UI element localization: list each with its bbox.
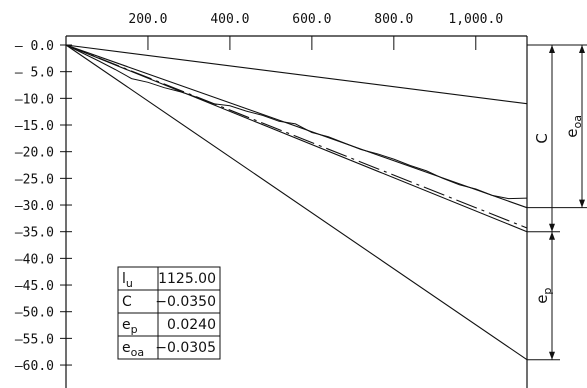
dim-ep-arrow-bottom xyxy=(549,351,555,360)
series-line xyxy=(65,44,528,233)
dim-label-ep: ep xyxy=(533,288,554,304)
y-tick-label: –20.0 xyxy=(15,146,54,161)
y-tick-label: –15.0 xyxy=(15,119,54,134)
table-label: eoa xyxy=(122,340,144,359)
dim-c-arrow-bottom xyxy=(549,223,555,232)
dim-eoa-arrow-bottom xyxy=(579,199,585,208)
dashdot-line xyxy=(65,44,528,229)
table-value: −0.0305 xyxy=(155,340,216,356)
y-tick-label: –60.0 xyxy=(15,359,54,374)
y-tick-label: –10.0 xyxy=(15,92,54,107)
y-tick-label: –45.0 xyxy=(15,279,54,294)
y-tick-label: – 5.0 xyxy=(15,66,54,81)
y-tick-label: –35.0 xyxy=(15,226,54,241)
x-tick-label: 800.0 xyxy=(374,12,413,27)
series-line xyxy=(65,44,528,105)
dim-c-arrow-top xyxy=(549,45,555,53)
dim-label-c: C xyxy=(533,133,551,143)
y-tick-label: –25.0 xyxy=(15,172,54,187)
x-tick-label: 1,000.0 xyxy=(448,12,503,27)
y-tick-label: –40.0 xyxy=(15,252,54,267)
table-value: −0.0350 xyxy=(155,294,216,310)
axes: 200.0 400.0 600.0 800.0 1,000.0 – 0.0 – 5.0 –10… xyxy=(15,12,528,388)
table-label: C xyxy=(122,294,132,310)
table-value: 0.0240 xyxy=(167,317,216,333)
parameter-table: lu 1125.00 C −0.0350 ep 0.0240 eoa −0.0305 xyxy=(117,266,221,360)
y-tick-label: – 0.0 xyxy=(15,39,54,54)
y-tick-label: –30.0 xyxy=(15,199,54,214)
y-tick-label: –55.0 xyxy=(15,332,54,347)
series-group xyxy=(65,44,528,361)
x-tick-label: 600.0 xyxy=(292,12,331,27)
measured-curve xyxy=(65,44,528,200)
x-tick-label: 200.0 xyxy=(128,12,167,27)
table-label: lu xyxy=(122,271,133,290)
table-value: 1125.00 xyxy=(158,271,216,287)
x-tick-label: 400.0 xyxy=(210,12,249,27)
table-label: ep xyxy=(122,317,138,336)
series-line xyxy=(65,44,528,209)
dim-ep-arrow-top xyxy=(549,231,555,240)
dim-label-eoa: eoa xyxy=(563,115,584,138)
y-tick-label: –50.0 xyxy=(15,306,54,321)
series-line xyxy=(65,44,528,361)
dim-eoa-arrow-top xyxy=(579,45,585,53)
